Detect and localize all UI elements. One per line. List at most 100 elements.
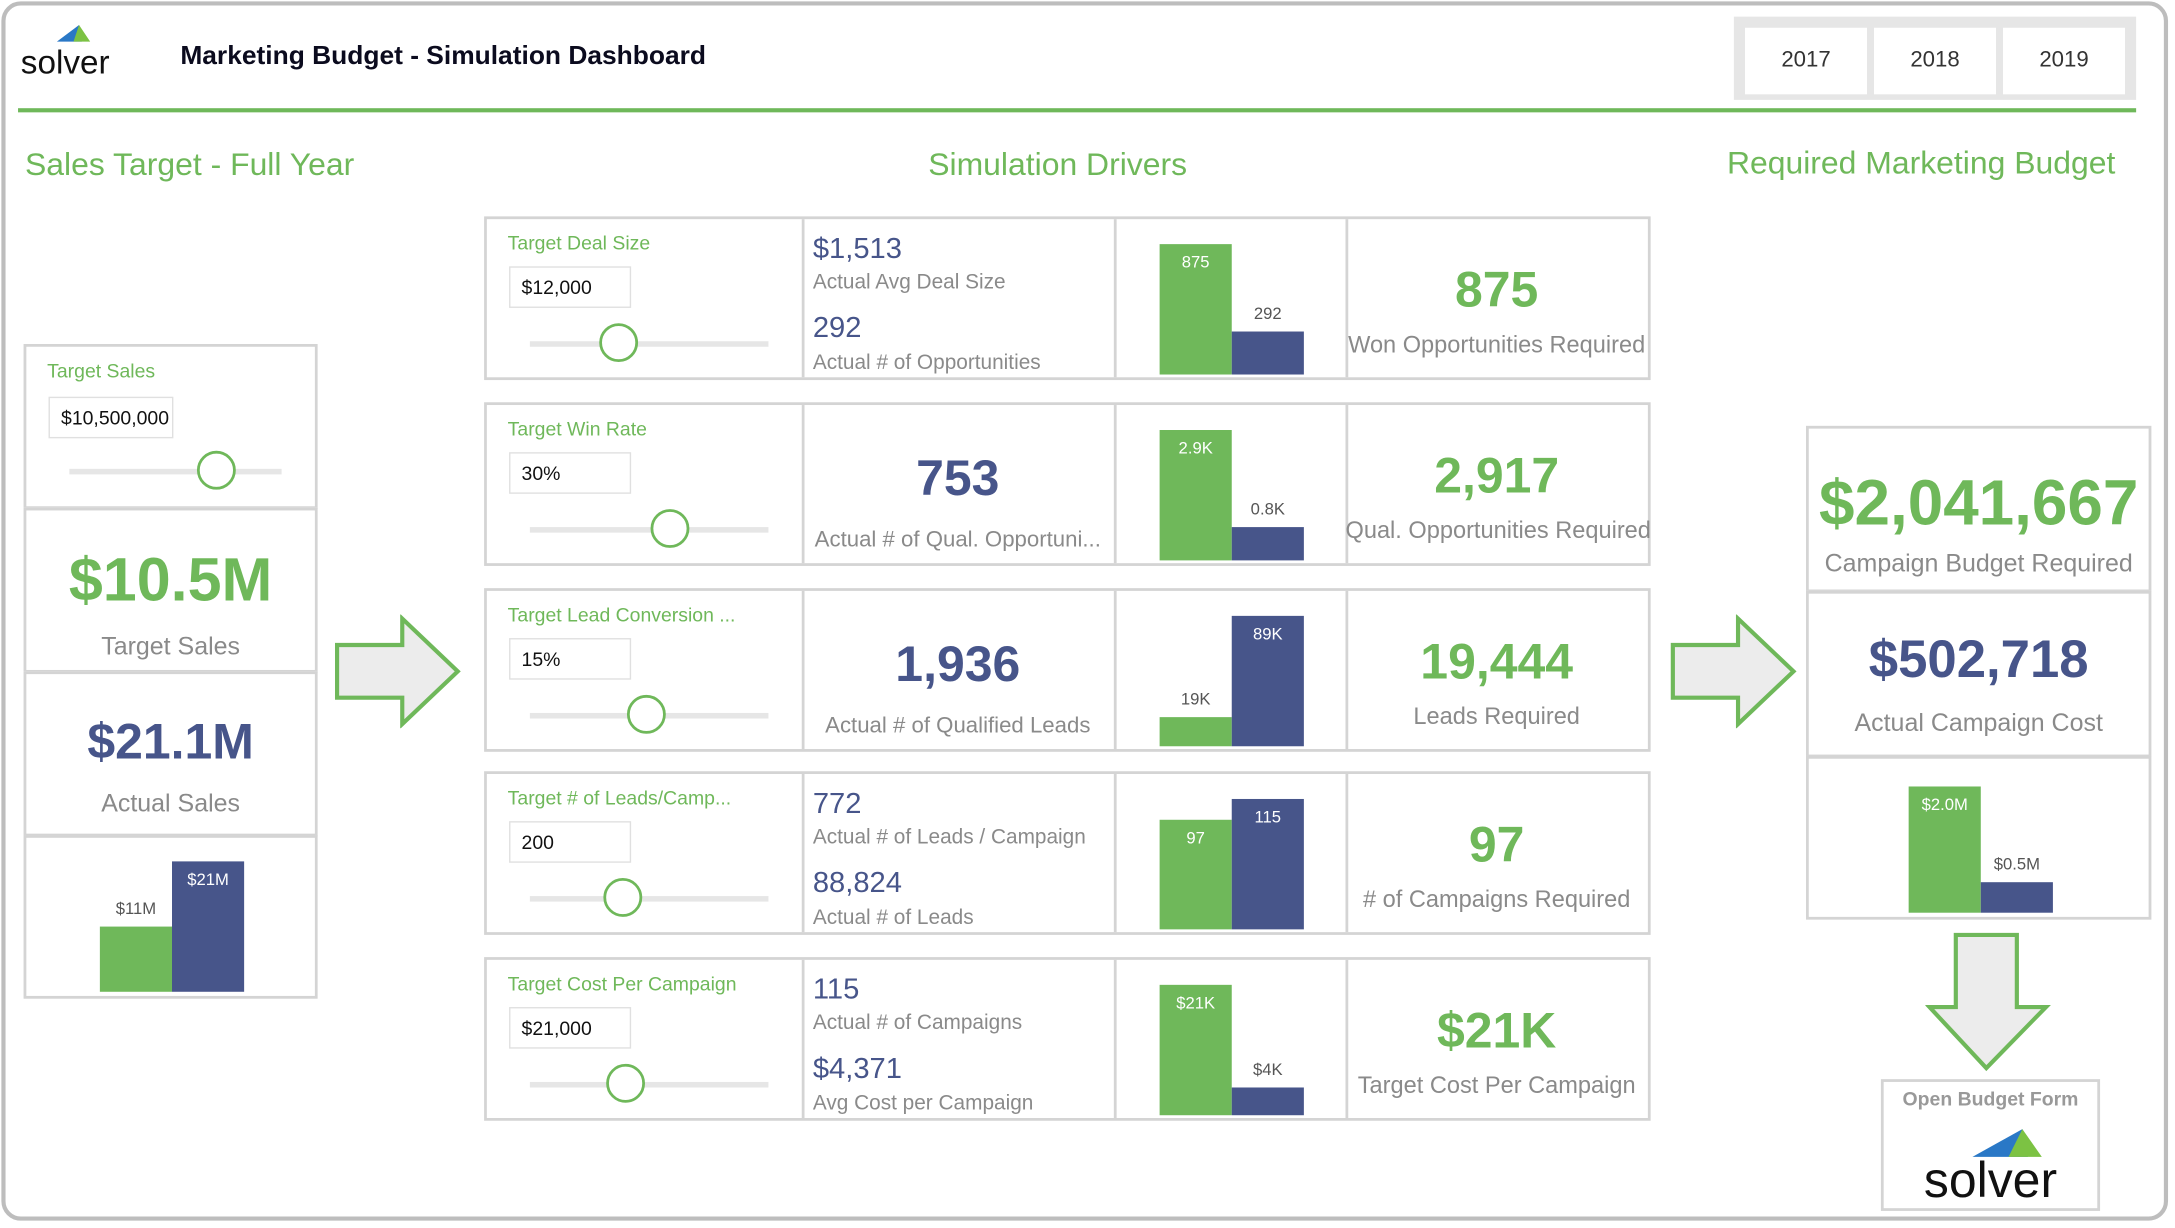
driver-row: Target Lead Conversion ... 15% 1,936 Act… [484, 588, 1651, 752]
driver-label: Target Cost Per Campaign [507, 972, 737, 995]
stat-value: 115 [812, 973, 860, 1006]
driver-row: Target Deal Size $12,000 $1,513 Actual A… [484, 216, 1651, 381]
result-label: Target Cost Per Campaign [1357, 1072, 1636, 1099]
target-sales-label: Target Sales [47, 359, 156, 382]
bar-data-label: 89K [1252, 624, 1283, 644]
stat-value: 772 [812, 787, 862, 820]
bar-data-label: 2.9K [1178, 438, 1213, 458]
actual-campaign-cost-caption: Actual Campaign Cost [1854, 708, 2103, 737]
stat-label: Actual # of Qual. Opportuni... [814, 528, 1101, 553]
stat-label: Actual # of Leads [812, 905, 974, 930]
campaign-budget-required-kpi: $2,041,667 Campaign Budget Required [1806, 425, 2152, 593]
driver-input-cell: Target Deal Size $12,000 [487, 219, 805, 378]
actual-bar [1231, 1088, 1304, 1116]
slider-knob[interactable] [603, 878, 643, 917]
driver-actuals-cell: 753 Actual # of Qual. Opportuni... [802, 405, 1117, 564]
year-2017-button[interactable]: 2017 [1744, 27, 1868, 95]
bar-data-label: $11M [115, 899, 157, 919]
driver-chart-cell: 19K 89K [1114, 590, 1349, 750]
open-budget-form-button[interactable]: Open Budget Form solver [1880, 1079, 2101, 1211]
open-budget-form-label: Open Budget Form [1902, 1087, 2079, 1110]
section-title-budget: Required Marketing Budget [1726, 144, 2116, 181]
result-value: 97 [1468, 815, 1525, 873]
target-sales-caption: Target Sales [101, 632, 241, 661]
slider-knob[interactable] [605, 1063, 645, 1103]
bar-data-label: $0.5M [1993, 853, 2040, 874]
driver-label: Target Lead Conversion ... [507, 603, 736, 626]
logo-mark-icon [56, 24, 91, 42]
driver-actuals-cell: 1,936 Actual # of Qualified Leads [802, 590, 1117, 750]
stat-label: Actual # of Opportunities [812, 350, 1041, 375]
driver-chart-cell: 97 115 [1114, 774, 1349, 933]
arrow-right-icon [334, 614, 461, 729]
header-divider [18, 108, 2137, 113]
result-value: 2,917 [1434, 446, 1560, 504]
arrow-right-icon [1670, 614, 1797, 729]
target-sales-value: $10.5M [68, 546, 273, 615]
stat-value: $4,371 [812, 1052, 902, 1085]
stat-value: 88,824 [812, 866, 902, 899]
driver-slider[interactable] [529, 509, 769, 548]
driver-slider[interactable] [529, 694, 769, 734]
driver-row: Target Cost Per Campaign $21,000 115 Act… [484, 957, 1651, 1121]
result-value: 875 [1455, 260, 1539, 318]
budget-required-caption: Campaign Budget Required [1824, 549, 2133, 578]
driver-input-cell: Target Lead Conversion ... 15% [487, 590, 805, 750]
driver-label: Target Deal Size [507, 231, 651, 254]
actual-campaign-cost-value: $502,718 [1868, 631, 2089, 690]
year-selector: 2017 2018 2019 [1733, 16, 2137, 100]
stat-value: 753 [916, 449, 1000, 507]
slider-knob[interactable] [651, 509, 691, 548]
target-sales-slider[interactable] [69, 450, 282, 490]
result-value: $21K [1436, 1001, 1557, 1059]
driver-input[interactable]: 30% [509, 452, 632, 494]
driver-actuals-cell: 115 Actual # of Campaigns $4,371 Avg Cos… [802, 959, 1117, 1119]
bar-data-label: $21K [1176, 993, 1216, 1013]
solver-logo-text: solver [1923, 1151, 2058, 1209]
stat-label: Actual Avg Deal Size [812, 270, 1006, 295]
target-bar [1159, 430, 1232, 561]
bar-data-label: $2.0M [1921, 794, 1968, 815]
actual-bar [1980, 881, 2053, 913]
driver-input[interactable]: 15% [509, 638, 632, 680]
actual-bar [1231, 615, 1304, 747]
driver-input-cell: Target # of Leads/Camp... 200 [487, 774, 805, 933]
driver-slider[interactable] [529, 1063, 769, 1103]
bar-data-label: 115 [1254, 807, 1282, 827]
driver-result-cell: 19,444 Leads Required [1345, 591, 1647, 749]
slider-knob[interactable] [196, 450, 236, 490]
result-label: Qual. Opportunities Required [1345, 517, 1651, 544]
slider-knob[interactable] [627, 694, 667, 734]
stat-label: Actual # of Campaigns [812, 1011, 1023, 1035]
driver-input[interactable]: $21,000 [509, 1007, 632, 1049]
budget-required-value: $2,041,667 [1819, 466, 2139, 539]
year-2018-button[interactable]: 2018 [1873, 27, 1997, 95]
logo-text: solver [20, 44, 110, 82]
driver-input[interactable]: $12,000 [509, 266, 632, 308]
arrow-down-icon [1925, 932, 2051, 1072]
driver-input[interactable]: 200 [509, 821, 632, 863]
driver-input-cell: Target Cost Per Campaign $21,000 [487, 959, 805, 1119]
actual-campaign-cost-kpi: $502,718 Actual Campaign Cost [1806, 590, 2152, 758]
target-bar [1159, 244, 1232, 375]
driver-actuals-cell: $1,513 Actual Avg Deal Size 292 Actual #… [802, 219, 1117, 378]
driver-input-cell: Target Win Rate 30% [487, 405, 805, 564]
result-label: Won Opportunities Required [1348, 331, 1646, 358]
driver-slider[interactable] [529, 878, 769, 917]
driver-actuals-cell: 772 Actual # of Leads / Campaign 88,824 … [802, 774, 1117, 933]
section-title-drivers: Simulation Drivers [928, 145, 1188, 182]
actual-bar [1231, 330, 1304, 375]
sales-chart: $11M $21M [23, 835, 318, 999]
target-sales-input-card: Target Sales $10,500,000 [23, 344, 318, 510]
driver-chart-cell: 875 292 [1114, 219, 1349, 378]
target-sales-input[interactable]: $10,500,000 [48, 396, 174, 439]
bar-data-label: 875 [1181, 252, 1210, 272]
year-2019-button[interactable]: 2019 [2002, 27, 2126, 95]
slider-knob[interactable] [598, 323, 638, 363]
bar-data-label: 19K [1180, 690, 1211, 710]
target-bar [1159, 819, 1232, 930]
target-sales-kpi: $10.5M Target Sales [23, 507, 318, 673]
driver-slider[interactable] [529, 323, 769, 363]
